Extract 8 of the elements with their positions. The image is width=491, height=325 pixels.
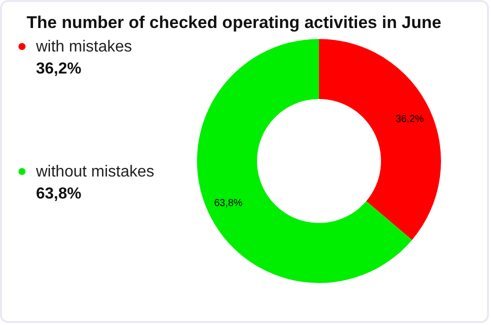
donut-slice [319, 39, 441, 240]
chart-title: The number of checked operating activities in June [26, 13, 442, 32]
data-label: 63,8% [214, 198, 243, 210]
data-label: 36,2% [396, 114, 424, 125]
text: 63,8% [36, 186, 82, 202]
legend-label: with mistakes [35, 38, 132, 56]
text: 36,2% [36, 60, 82, 78]
legend-label: without mistakes [35, 164, 154, 180]
